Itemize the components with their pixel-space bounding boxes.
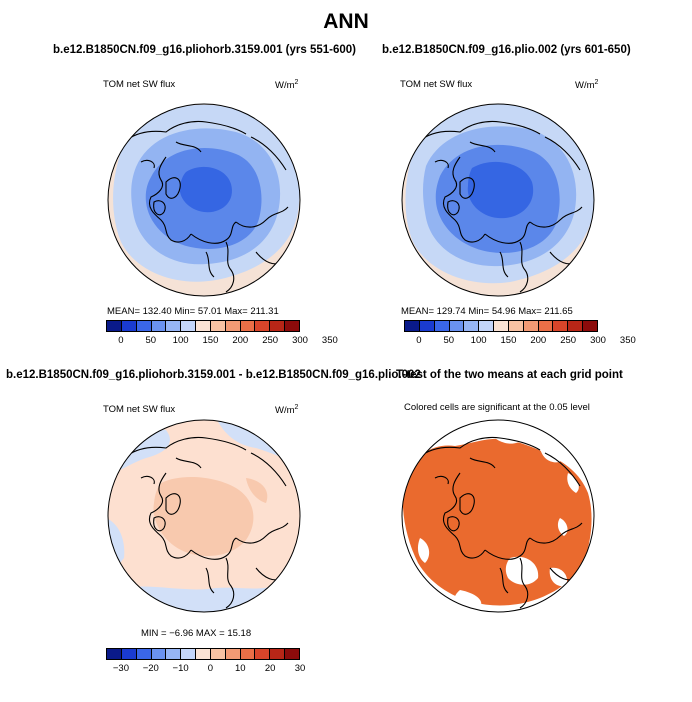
- colorbar-tick-label: 100: [470, 335, 487, 346]
- panel-subtitle-bottom-right: Colored cells are significant at the 0.0…: [404, 402, 590, 413]
- colorbar-cell: [240, 649, 256, 659]
- colorbar-tick-label: −10: [172, 663, 189, 674]
- colorbar-cell: [568, 321, 584, 331]
- polar-map-top-right: [401, 103, 595, 297]
- colorbar-cell: [270, 649, 286, 659]
- colorbar-ticks-top-right: 0 50 100 150 200 250 300 350: [404, 335, 636, 347]
- map-fill-core-blue: [179, 166, 232, 213]
- colorbar-cell: [107, 649, 122, 659]
- colorbar-tick-label: 0: [416, 335, 422, 346]
- colorbar-cell: [553, 321, 569, 331]
- colorbar-cell: [285, 649, 299, 659]
- colorbar-tick-label: 0: [207, 663, 214, 674]
- figure-title: ANN: [323, 10, 369, 33]
- map-fill-core-blue: [467, 161, 534, 219]
- colorbar-cell: [136, 649, 152, 659]
- colorbar-cell: [419, 321, 435, 331]
- units-label-top-left: W/m2: [275, 79, 299, 92]
- colorbar-cell: [107, 321, 122, 331]
- colorbar-tick-label: 350: [619, 335, 636, 346]
- colorbar-cell: [121, 321, 137, 331]
- colorbar-cell: [136, 321, 152, 331]
- map-fill-diff-peach: [153, 476, 254, 556]
- colorbar-tick-label: 200: [232, 335, 249, 346]
- panel-title-top-left: b.e12.B1850CN.f09_g16.pliohorb.3159.001 …: [53, 44, 356, 56]
- panel-title-bottom-right: T-test of the two means at each grid poi…: [396, 369, 623, 381]
- colorbar-cell: [151, 321, 167, 331]
- colorbar-cell: [240, 321, 256, 331]
- colorbar-cell: [181, 649, 197, 659]
- colorbar-cell: [405, 321, 420, 331]
- polar-map-bottom-right: [401, 419, 595, 613]
- colorbar-tick-label: 350: [321, 335, 338, 346]
- colorbar-cell: [523, 321, 539, 331]
- colorbar-cell: [166, 649, 182, 659]
- panel-title-top-right: b.e12.B1850CN.f09_g16.plio.002 (yrs 601-…: [382, 44, 631, 56]
- panel-title-bottom-left: b.e12.B1850CN.f09_g16.pliohorb.3159.001 …: [6, 369, 421, 381]
- colorbar-tick-label: 150: [202, 335, 219, 346]
- colorbar-cell: [434, 321, 450, 331]
- colorbar-top-right: [404, 320, 598, 332]
- colorbar-tick-label: 50: [145, 335, 157, 346]
- colorbar-tick-label: −30: [112, 663, 129, 674]
- colorbar-cell: [210, 321, 226, 331]
- colorbar-cell: [583, 321, 597, 331]
- colorbar-cell: [449, 321, 465, 331]
- colorbar-cell: [151, 649, 167, 659]
- stats-top-left: MEAN= 132.40 Min= 57.01 Max= 211.31: [107, 306, 279, 317]
- colorbar-cell: [270, 321, 286, 331]
- colorbar-cell: [181, 321, 197, 331]
- colorbar-cell: [225, 649, 241, 659]
- polar-map-top-left: [107, 103, 301, 297]
- colorbar-bottom-left: [106, 648, 300, 660]
- colorbar-ticks-top-left: 0 50 100 150 200 250 300 350: [106, 335, 338, 347]
- variable-label-top-left: TOM net SW flux: [103, 79, 176, 90]
- colorbar-tick-label: 250: [560, 335, 577, 346]
- colorbar-cell: [255, 321, 271, 331]
- units-label-top-right: W/m2: [575, 79, 599, 92]
- colorbar-cell: [121, 649, 137, 659]
- stats-top-right: MEAN= 129.74 Min= 54.96 Max= 211.65: [401, 306, 573, 317]
- colorbar-cell: [494, 321, 509, 331]
- colorbar-cell: [196, 321, 211, 331]
- stats-bottom-left: MIN = −6.96 MAX = 15.18: [141, 628, 252, 639]
- units-label-bottom-left: W/m2: [275, 404, 299, 417]
- colorbar-tick-label: 0: [118, 335, 124, 346]
- colorbar-cell: [538, 321, 554, 331]
- map-fill-diff-peach-ne: [246, 478, 268, 503]
- colorbar-tick-label: 200: [530, 335, 547, 346]
- map-fill-significant: [402, 438, 592, 606]
- colorbar-tick-label: 30: [294, 663, 306, 674]
- colorbar-cell: [166, 321, 182, 331]
- colorbar-cell: [196, 649, 211, 659]
- colorbar-cell: [210, 649, 226, 659]
- colorbar-tick-label: 10: [235, 663, 246, 674]
- colorbar-tick-label: 150: [500, 335, 517, 346]
- colorbar-tick-label: 20: [264, 663, 276, 674]
- polar-map-bottom-left: [107, 419, 301, 613]
- colorbar-cell: [285, 321, 299, 331]
- colorbar-cell: [225, 321, 241, 331]
- colorbar-cell: [508, 321, 524, 331]
- variable-label-top-right: TOM net SW flux: [400, 79, 473, 90]
- colorbar-cell: [255, 649, 271, 659]
- colorbar-ticks-bottom-left: −30 −20 −10 0 10 20 30: [106, 663, 305, 675]
- colorbar-tick-label: 100: [172, 335, 189, 346]
- colorbar-tick-label: −20: [142, 663, 159, 674]
- colorbar-tick-label: 300: [590, 335, 606, 346]
- variable-label-bottom-left: TOM net SW flux: [103, 404, 176, 415]
- colorbar-tick-label: 250: [262, 335, 279, 346]
- colorbar-tick-label: 50: [443, 335, 455, 346]
- colorbar-tick-label: 300: [292, 335, 308, 346]
- colorbar-cell: [464, 321, 480, 331]
- colorbar-top-left: [106, 320, 300, 332]
- colorbar-cell: [479, 321, 495, 331]
